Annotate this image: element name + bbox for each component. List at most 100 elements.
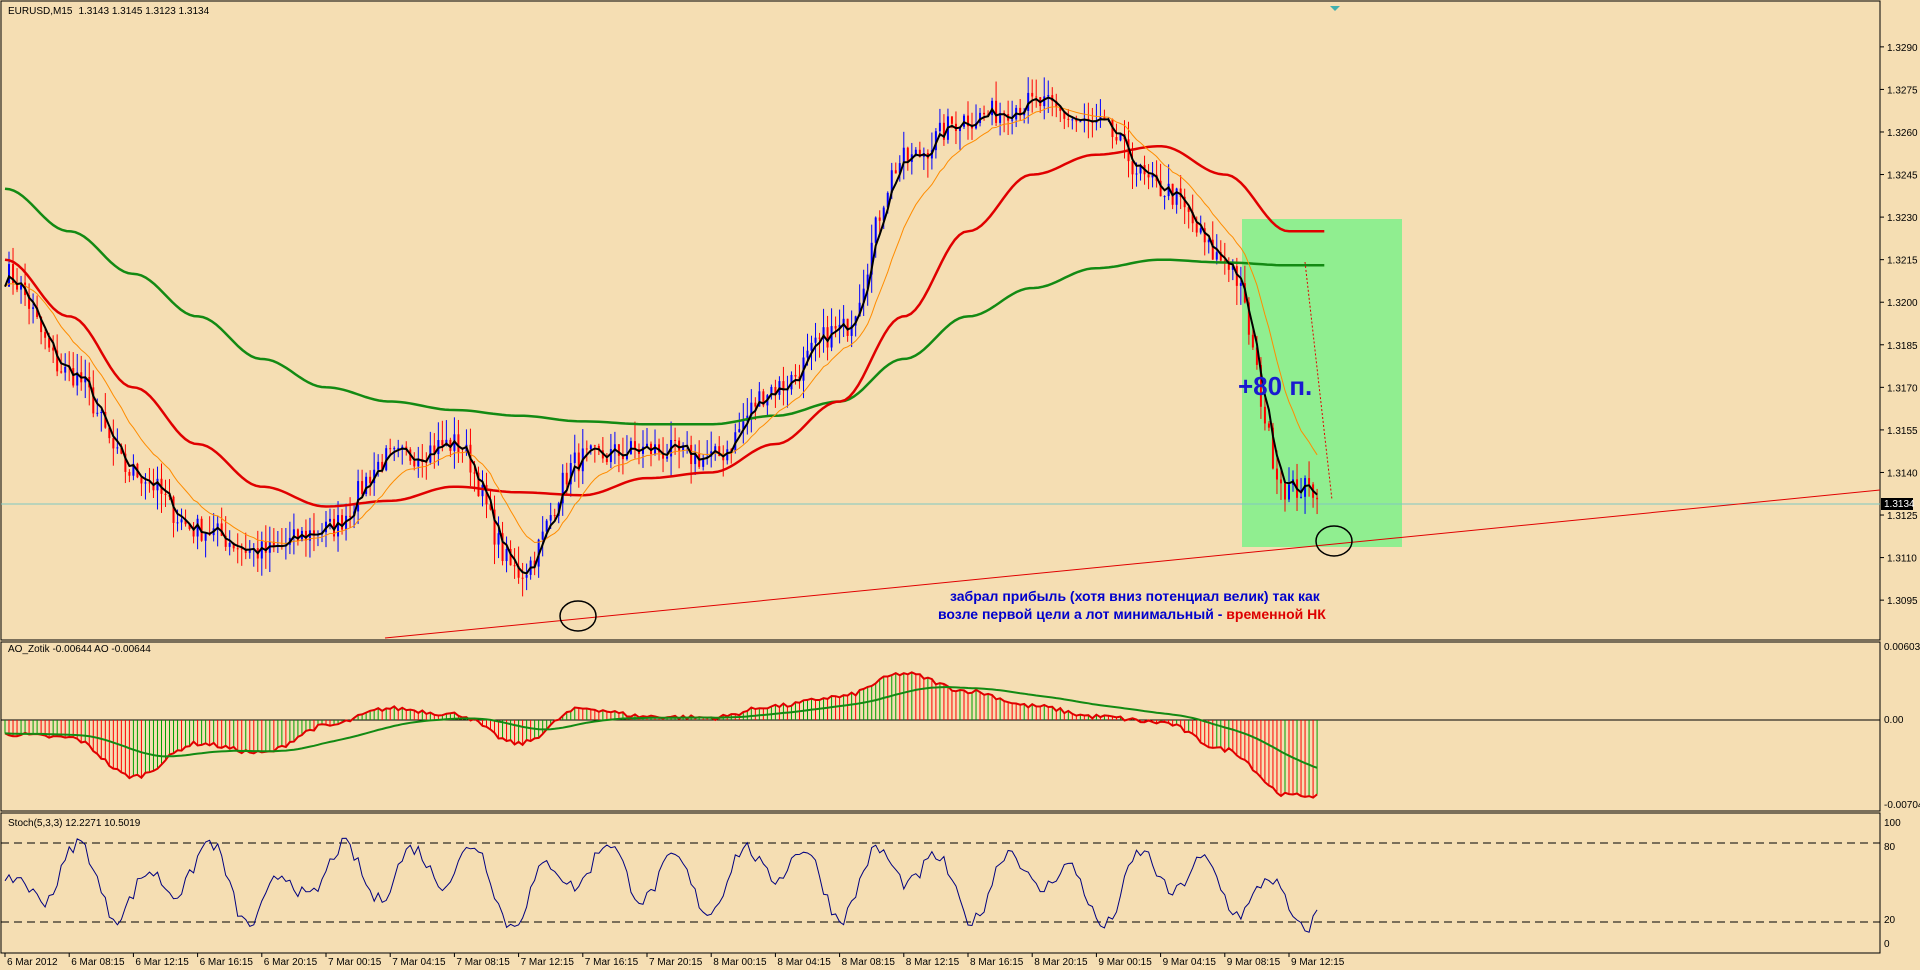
trendline[interactable] xyxy=(384,489,1880,639)
shift-marker-icon[interactable] xyxy=(1330,6,1340,11)
candle-body xyxy=(156,478,159,491)
candle-body xyxy=(433,445,436,455)
candle-body xyxy=(886,192,889,208)
candle-body xyxy=(862,288,865,303)
time-tick-label: 6 Mar 2012 xyxy=(7,957,58,968)
time-axis: 6 Mar 2012 6 Mar 08:15 6 Mar 12:15 6 Mar 16… xyxy=(4,953,1345,968)
candle-body xyxy=(76,372,79,386)
ao-label: AO_Zotik -0.00644 AO -0.00644 xyxy=(8,644,151,655)
candle-body xyxy=(36,307,39,317)
candle-body xyxy=(1207,239,1210,243)
candle-body xyxy=(714,446,717,452)
candle-body xyxy=(682,445,685,451)
annotation-line-1: забрал прибыль (хотя вниз потенциал вели… xyxy=(950,588,1321,604)
candle-body xyxy=(694,453,697,465)
candle-body xyxy=(1167,183,1170,197)
candle-body xyxy=(770,386,773,396)
price-tick-label: 1.3275 xyxy=(1887,85,1918,96)
candle-body xyxy=(349,515,352,517)
time-tick-label: 7 Mar 08:15 xyxy=(456,957,510,968)
candle-body xyxy=(762,391,765,406)
candle-body xyxy=(942,122,945,140)
candle-body xyxy=(232,542,235,549)
time-tick-label: 6 Mar 12:15 xyxy=(135,957,189,968)
candle-body xyxy=(617,444,620,456)
candle-body xyxy=(64,366,67,373)
candle-body xyxy=(1175,188,1178,205)
candle-body xyxy=(1247,302,1250,335)
ao-green-line xyxy=(4,685,1318,769)
candle-body xyxy=(1199,228,1202,233)
candle-body xyxy=(983,112,986,115)
candle-body xyxy=(152,482,155,491)
candle-body xyxy=(890,170,893,193)
candle-body xyxy=(1035,96,1038,98)
candle-body xyxy=(830,326,833,348)
candle-body xyxy=(1227,262,1230,270)
ma-red-line xyxy=(4,144,1325,508)
candle-body xyxy=(613,444,616,450)
candle-body xyxy=(979,112,982,124)
annotation-line-2-blue: возле первой цели а лот минимальный - xyxy=(938,606,1226,622)
annotation-line-2-red: временной НК xyxy=(1226,606,1326,622)
candle-body xyxy=(806,350,809,358)
candle-body xyxy=(898,163,901,174)
candle-body xyxy=(513,565,516,567)
candle-body xyxy=(874,217,877,243)
candle-body xyxy=(593,445,596,447)
candle-body xyxy=(296,529,299,541)
candle-body xyxy=(834,326,837,329)
candle-body xyxy=(1231,266,1234,270)
candle-body xyxy=(1215,252,1218,260)
candle-body xyxy=(1183,196,1186,208)
candle-body xyxy=(1079,121,1082,123)
candle-body xyxy=(838,324,841,329)
candle-body xyxy=(1263,406,1266,424)
candle-body xyxy=(84,376,87,383)
candle-body xyxy=(92,387,95,414)
candle-body xyxy=(894,170,897,174)
candle-body xyxy=(485,484,488,505)
time-tick-label: 6 Mar 16:15 xyxy=(200,957,254,968)
candle-body xyxy=(1139,165,1142,174)
candle-body xyxy=(112,438,115,449)
candle-body xyxy=(40,316,43,333)
candle-body xyxy=(646,443,648,447)
profit-zone-box xyxy=(1242,219,1402,547)
candle-body xyxy=(794,374,797,377)
candle-body xyxy=(44,332,47,338)
candle-body xyxy=(1316,497,1319,500)
time-tick-label: 9 Mar 04:15 xyxy=(1163,957,1217,968)
candle-body xyxy=(132,463,135,476)
candle-body xyxy=(1187,207,1190,212)
candle-body xyxy=(1203,228,1206,243)
time-tick-label: 8 Mar 08:15 xyxy=(842,957,896,968)
time-tick-label: 9 Mar 08:15 xyxy=(1227,957,1281,968)
candle-body xyxy=(882,207,885,221)
ma-black-line xyxy=(4,96,1318,575)
candle-body xyxy=(958,126,961,132)
candle-body xyxy=(842,318,845,325)
candle-body xyxy=(473,472,476,474)
candle-body xyxy=(597,445,600,451)
candle-body xyxy=(1119,133,1122,141)
candle-body xyxy=(1195,223,1198,233)
candle-body xyxy=(228,542,231,547)
candle-body xyxy=(750,402,753,416)
candle-body xyxy=(1259,364,1262,407)
candle-body xyxy=(822,327,825,339)
price-tick-label: 1.3155 xyxy=(1887,426,1918,437)
candle-body xyxy=(654,444,657,455)
candle-body xyxy=(417,458,420,467)
candle-body xyxy=(292,529,295,538)
candle-body xyxy=(216,523,219,529)
candle-body xyxy=(625,454,628,460)
candle-body xyxy=(1251,334,1254,348)
candle-body xyxy=(565,472,568,485)
candle-body xyxy=(1031,92,1034,97)
candle-body xyxy=(164,493,167,495)
candle-body xyxy=(674,439,677,441)
candle-body xyxy=(100,412,103,414)
candle-body xyxy=(20,282,23,290)
candle-body xyxy=(906,147,909,162)
